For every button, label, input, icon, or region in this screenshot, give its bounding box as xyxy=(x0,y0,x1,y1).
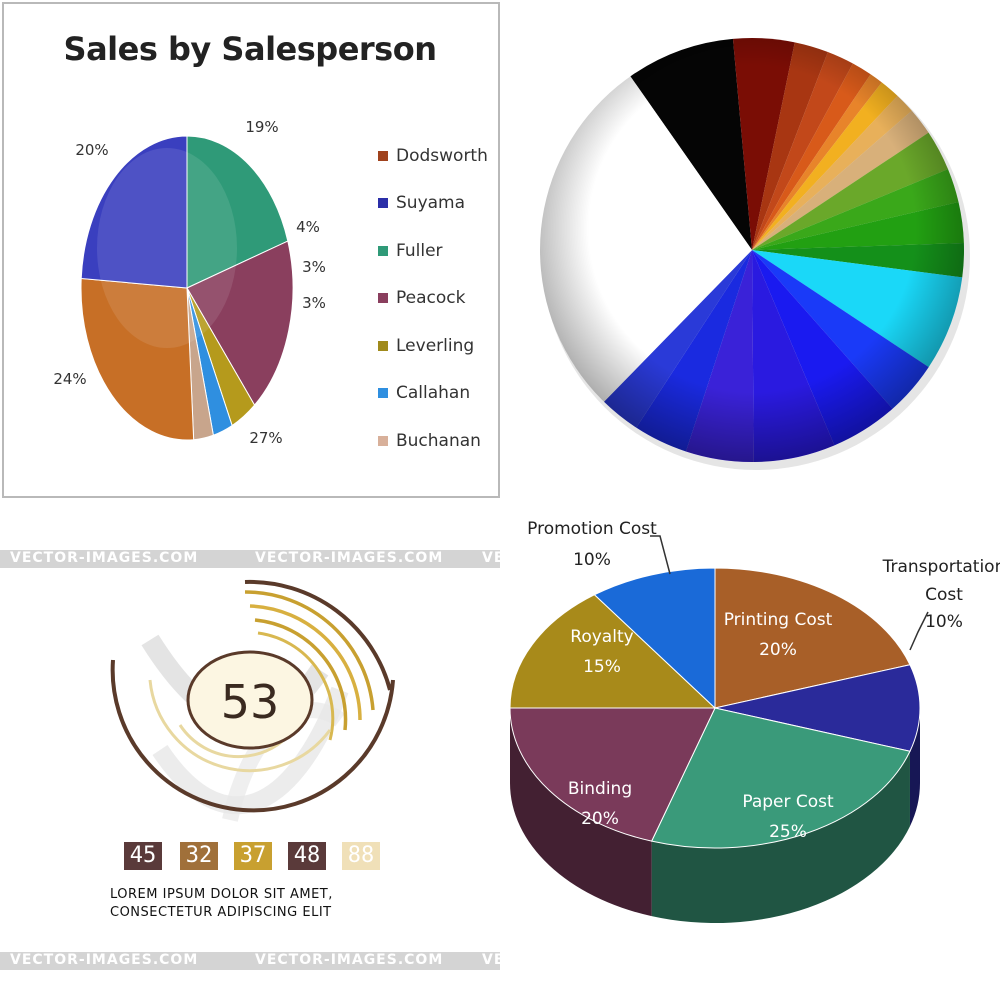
legend-label: Peacock xyxy=(396,288,466,309)
legend-swatch xyxy=(378,245,388,256)
legend-swatch xyxy=(378,388,388,399)
stat-number: 37 xyxy=(234,842,272,870)
pie-slice-promotion-cost xyxy=(593,567,716,710)
legend-label: Buchanan xyxy=(396,430,481,451)
legend-label: Suyama xyxy=(396,193,466,214)
slice-label: Paper Cost xyxy=(742,792,834,812)
color-pie-panel xyxy=(500,0,1000,500)
slice-value: 15% xyxy=(583,657,621,677)
data-label: 20% xyxy=(75,141,108,159)
slice-label: Binding xyxy=(568,779,632,799)
ring-infographic: 53 xyxy=(110,579,395,822)
watermark-text: VECTOR-IMAGES.COM xyxy=(10,952,199,968)
pie-side-wall xyxy=(909,708,920,827)
legend-item-suyama: Suyama xyxy=(378,180,488,228)
legend-label: Fuller xyxy=(396,240,443,261)
legend-item-dodsworth: Dodsworth xyxy=(378,132,488,180)
pie-highlight xyxy=(97,148,237,348)
pie-slice-fuller xyxy=(186,135,289,289)
pie-slice-transportation-cost xyxy=(714,664,921,752)
slice-label: Printing Cost xyxy=(724,610,833,630)
cost-pie-panel: Printing Cost 20% Paper Cost 25% Binding 20% R… xyxy=(500,500,1000,1000)
pie-slice-dodsworth xyxy=(80,277,195,441)
stat-number: 32 xyxy=(180,842,218,870)
caption-line-1: LOREM IPSUM DOLOR SIT AMET, xyxy=(110,887,333,902)
watermark-text: VECTOR-IMAGES.COM xyxy=(10,550,199,566)
infographic-panel: VECTOR-IMAGES.COM VECTOR-IMAGES.COM VECT… xyxy=(0,520,500,1000)
legend: Dodsworth Suyama Fuller Peacock Leverling Cal… xyxy=(378,132,488,465)
pie-rim-shading xyxy=(540,38,964,462)
legend-swatch xyxy=(378,340,388,351)
leader-line xyxy=(650,535,671,575)
legend-label: Leverling xyxy=(396,335,475,356)
stat-number: 48 xyxy=(288,842,326,870)
pie-slice-paper-cost xyxy=(650,707,911,849)
caption-line-2: CONSECTETUR ADIPISCING ELIT xyxy=(110,905,332,920)
watermark-text: VECTOR-IMAGES.COM xyxy=(482,952,500,968)
slice-value: 25% xyxy=(769,822,807,842)
data-label: 3% xyxy=(302,294,326,312)
legend-swatch xyxy=(378,293,388,304)
legend-label: Callahan xyxy=(396,383,471,404)
chart-title: Sales by Salesperson xyxy=(63,30,437,68)
watermark-text: VECTOR-IMAGES.COM xyxy=(482,550,500,566)
watermark-strip-bottom: VECTOR-IMAGES.COM VECTOR-IMAGES.COM VECT… xyxy=(0,952,500,970)
slice-label: Cost xyxy=(925,585,963,605)
legend-item-callahan: Callahan xyxy=(378,370,488,418)
watermark-text: VECTOR-IMAGES.COM xyxy=(255,550,444,566)
slice-value: 20% xyxy=(581,809,619,829)
pie-slice-peacock xyxy=(186,240,294,406)
data-label: 3% xyxy=(302,258,326,276)
pie-slice-printing-cost xyxy=(714,567,911,709)
sales-pie-panel: Sales by Salesperson 20% 19% 4% 3% 3% 27% 24% … xyxy=(0,0,500,500)
legend-swatch xyxy=(378,198,388,209)
slice-label: Promotion Cost xyxy=(527,519,657,539)
slice-label: Transportation xyxy=(882,557,1000,577)
data-label: 19% xyxy=(245,118,278,136)
slice-label: Royalty xyxy=(570,627,633,647)
pie-side-wall xyxy=(651,751,910,923)
legend-item-peacock: Peacock xyxy=(378,275,488,323)
pie-slice-suyama xyxy=(80,135,188,289)
stat-number: 88 xyxy=(342,842,380,870)
sales-pie-svg: 20% 19% 4% 3% 3% 27% 24% xyxy=(53,118,326,447)
pie-side-wall xyxy=(510,708,652,917)
legend-item-buchanan: Buchanan xyxy=(378,417,488,465)
legend-label: Dodsworth xyxy=(396,145,488,166)
legend-item-leverling: Leverling xyxy=(378,322,488,370)
cost-pie-svg: Printing Cost 20% Paper Cost 25% Binding 20% R… xyxy=(509,519,1000,923)
center-badge xyxy=(186,650,314,750)
data-label: 24% xyxy=(53,370,86,388)
pie-slice-royalty xyxy=(509,594,717,709)
slice-value: 10% xyxy=(925,612,963,632)
stat-number: 45 xyxy=(124,842,162,870)
leader-line xyxy=(909,611,929,651)
center-number: 53 xyxy=(221,675,280,729)
slice-value: 10% xyxy=(573,550,611,570)
slice-value: 20% xyxy=(759,640,797,660)
watermark-text: VECTOR-IMAGES.COM xyxy=(255,952,444,968)
color-pie-svg xyxy=(540,37,970,470)
data-label: 27% xyxy=(249,429,282,447)
watermark-strip-top: VECTOR-IMAGES.COM VECTOR-IMAGES.COM VECT… xyxy=(0,550,500,568)
legend-swatch xyxy=(378,150,388,161)
legend-item-fuller: Fuller xyxy=(378,227,488,275)
pie-slice-binding xyxy=(509,707,716,842)
data-label: 4% xyxy=(296,218,320,236)
caption: LOREM IPSUM DOLOR SIT AMET, CONSECTETUR … xyxy=(110,886,333,922)
legend-swatch xyxy=(378,435,388,446)
